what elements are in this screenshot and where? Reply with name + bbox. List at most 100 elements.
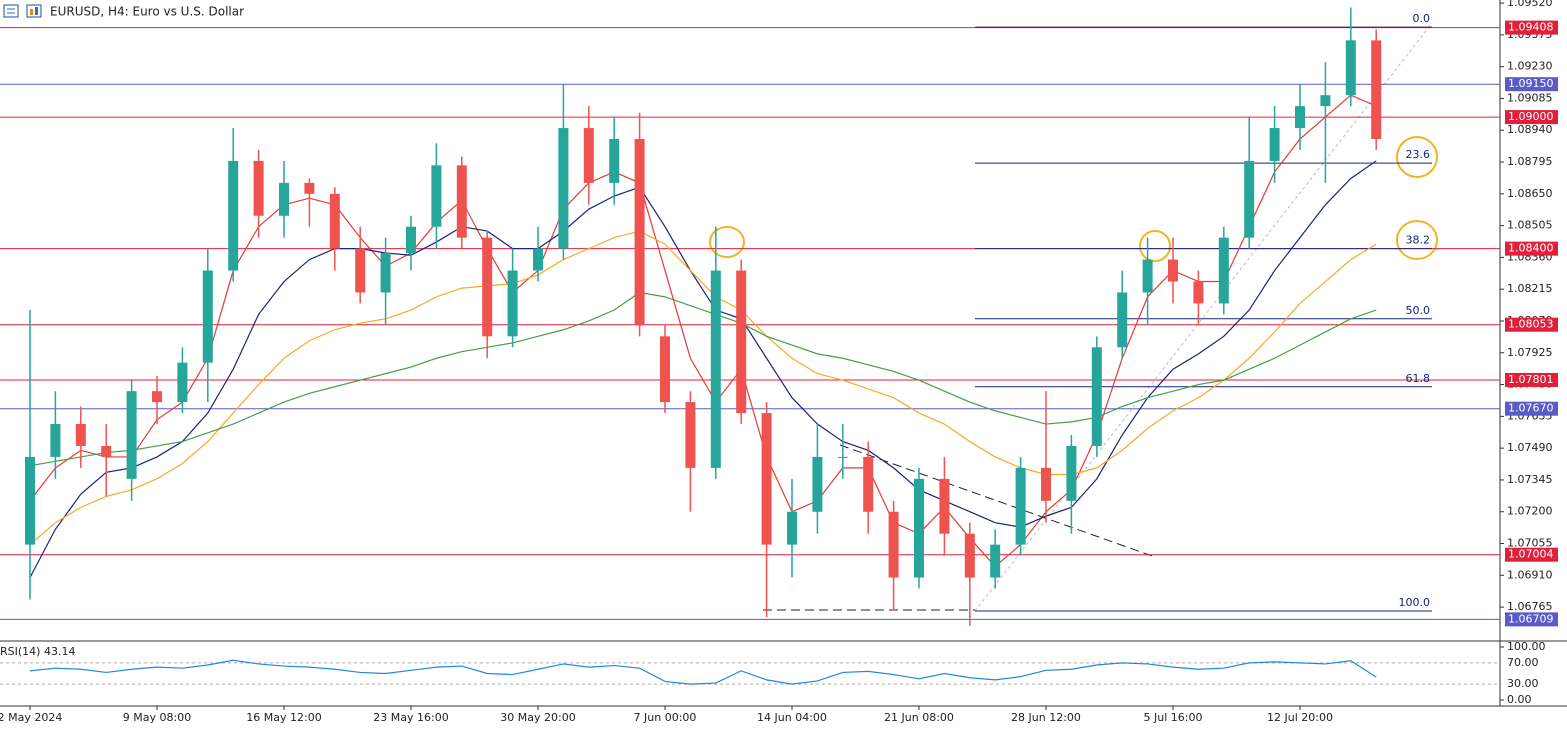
moving-average [29, 230, 1377, 546]
fib-label: 0.0 [1413, 12, 1431, 25]
moving-average [29, 94, 1377, 568]
candle-body [507, 270, 518, 337]
candle-body [736, 270, 747, 414]
candle-body [406, 226, 416, 254]
candle-body [1168, 259, 1178, 282]
y-tick-label: 1.06910 [1507, 568, 1553, 581]
candle-body [660, 336, 670, 403]
candle-body [609, 139, 620, 183]
candle-body [431, 165, 442, 227]
level-label: 1.09150 [1508, 77, 1554, 90]
y-tick-label: 30.00 [1507, 677, 1539, 690]
candle-body [177, 362, 188, 403]
y-tick-label: 1.07490 [1507, 441, 1553, 454]
level-label-box [1505, 20, 1558, 35]
candle-body [355, 248, 366, 293]
candle-body [456, 165, 467, 238]
annotations [709, 22, 1438, 612]
candle-body [1066, 445, 1077, 501]
candle-body [634, 139, 645, 326]
level-label: 1.06709 [1508, 612, 1554, 625]
candle-body [1371, 40, 1382, 140]
rsi-line [29, 659, 1377, 685]
y-tick-label: 70.00 [1507, 656, 1539, 669]
x-tick-label: 2 May 2024 [0, 711, 62, 724]
fib-diagonal [974, 22, 1433, 612]
candle-body [1295, 106, 1305, 129]
highlight-circle [1396, 220, 1438, 260]
candle-body [558, 128, 569, 249]
x-tick-label: 23 May 16:00 [373, 711, 448, 724]
level-label-box [1505, 317, 1558, 332]
level-label: 1.07670 [1508, 402, 1554, 415]
candle-body [990, 544, 1001, 578]
y-tick-label: 1.09230 [1507, 60, 1553, 73]
level-label-box [1505, 547, 1558, 562]
candle-body [583, 128, 594, 183]
candle-body [75, 424, 86, 446]
candle-body [964, 533, 975, 578]
level-label-box [1505, 372, 1558, 387]
fib-label: 23.6 [1406, 148, 1431, 161]
chart-title: EURUSD, H4: Euro vs U.S. Dollar [50, 5, 244, 19]
header-icons [3, 4, 42, 18]
candle-body [253, 160, 264, 216]
y-tick-label: 100.00 [1507, 640, 1546, 653]
level-label: 1.08053 [1508, 318, 1554, 331]
candle-body [279, 182, 289, 216]
level-label: 1.07801 [1508, 373, 1554, 386]
candle-body [1244, 160, 1255, 238]
x-tick-label: 9 May 08:00 [123, 711, 191, 724]
highlight-circle [709, 226, 745, 258]
candle-body [304, 182, 315, 194]
y-tick-label: 0.00 [1507, 693, 1532, 706]
x-tick-label: 7 Jun 00:00 [634, 711, 697, 724]
y-tick-label: 1.08795 [1507, 155, 1553, 168]
candle-body [25, 456, 35, 545]
candle-body [533, 248, 543, 271]
candle-body [888, 511, 899, 578]
x-tick-label: 30 May 20:00 [500, 711, 575, 724]
candle-body [1091, 347, 1102, 446]
x-tick-label: 28 Jun 12:00 [1011, 711, 1081, 724]
candle-body [1041, 467, 1051, 501]
candle-body [685, 402, 696, 468]
level-label-box [1505, 612, 1558, 627]
y-tick-label: 1.09085 [1507, 91, 1553, 104]
y-tick-label: 1.06765 [1507, 600, 1553, 613]
candle-body [329, 193, 340, 249]
x-tick-label: 16 May 12:00 [246, 711, 321, 724]
y-tick-label: 1.07055 [1507, 537, 1553, 550]
fib-label: 50.0 [1406, 304, 1431, 317]
candle-body [914, 478, 924, 578]
candle-body [837, 456, 848, 458]
y-tick-label: 1.07345 [1507, 473, 1553, 486]
candle-body [50, 424, 61, 457]
candle-body [1193, 281, 1204, 304]
candle-body [710, 270, 721, 468]
candle-body [1269, 128, 1280, 161]
level-label-box [1505, 77, 1558, 92]
level-label: 1.09000 [1508, 110, 1554, 123]
y-tick-label: 1.07200 [1507, 505, 1553, 518]
highlight-circle [1139, 230, 1171, 262]
candle-body [482, 237, 493, 337]
candle-body [202, 270, 213, 363]
y-tick-label: 1.08940 [1507, 123, 1553, 136]
moving-average [29, 160, 1377, 578]
fib-label: 38.2 [1406, 234, 1431, 247]
level-label-box [1505, 401, 1558, 416]
level-label-box [1505, 110, 1558, 125]
y-tick-label: 1.07925 [1507, 346, 1553, 359]
candle-body [863, 456, 874, 512]
candle-body [101, 445, 112, 457]
y-tick-label: 1.08505 [1507, 219, 1553, 232]
x-tick-label: 5 Jul 16:00 [1144, 711, 1203, 724]
panel-title: RSI(14) 43.14 [0, 645, 75, 658]
y-tick-label: 1.09520 [1507, 0, 1553, 9]
x-tick-label: 12 Jul 20:00 [1267, 711, 1333, 724]
candle-body [1345, 40, 1356, 96]
candle-body [1117, 292, 1128, 348]
